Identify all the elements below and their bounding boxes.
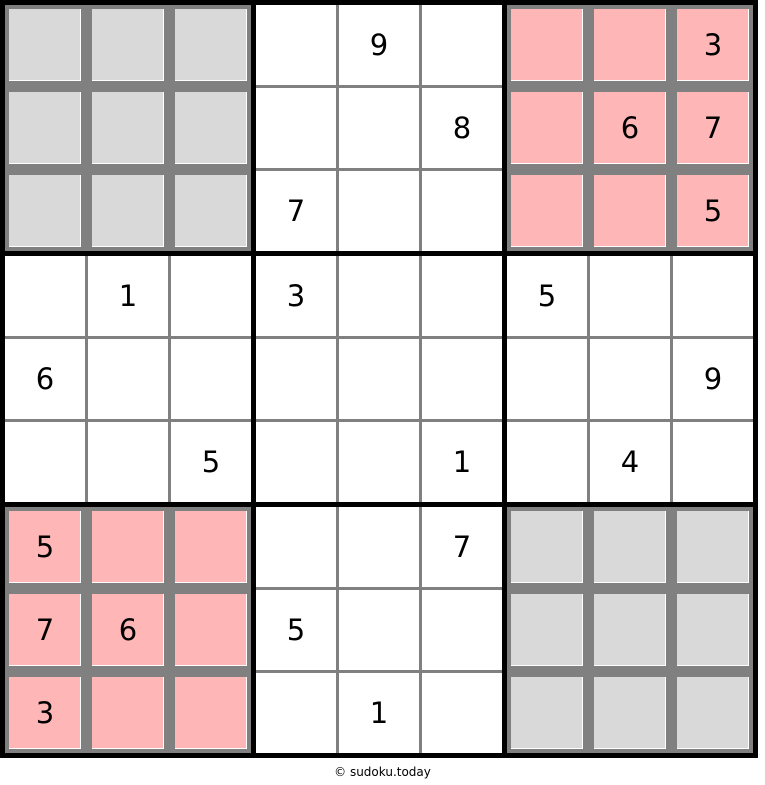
sudoku-cell[interactable] — [507, 5, 587, 85]
sudoku-cell[interactable] — [256, 422, 336, 502]
sudoku-cell[interactable] — [590, 256, 670, 336]
sudoku-cell[interactable] — [507, 88, 587, 168]
sudoku-cell[interactable]: 5 — [507, 256, 587, 336]
sudoku-box — [5, 5, 251, 251]
sudoku-cell[interactable] — [256, 339, 336, 419]
sudoku-cell[interactable] — [88, 88, 168, 168]
sudoku-cell[interactable] — [171, 88, 251, 168]
sudoku-cell[interactable] — [88, 339, 168, 419]
sudoku-cell[interactable] — [5, 171, 85, 251]
sudoku-cell[interactable] — [422, 673, 502, 753]
sudoku-cell[interactable]: 7 — [673, 88, 753, 168]
sudoku-cell[interactable] — [590, 507, 670, 587]
sudoku-cell[interactable] — [673, 507, 753, 587]
sudoku-cell[interactable] — [590, 590, 670, 670]
sudoku-cell[interactable] — [507, 507, 587, 587]
sudoku-cell[interactable] — [339, 88, 419, 168]
sudoku-cell[interactable] — [5, 422, 85, 502]
sudoku-cell[interactable] — [339, 507, 419, 587]
sudoku-cell[interactable] — [590, 5, 670, 85]
sudoku-cell[interactable] — [590, 673, 670, 753]
sudoku-cell[interactable]: 7 — [422, 507, 502, 587]
sudoku-cell[interactable]: 5 — [673, 171, 753, 251]
sudoku-cell[interactable] — [339, 422, 419, 502]
sudoku-cell[interactable] — [5, 5, 85, 85]
sudoku-cell[interactable]: 1 — [339, 673, 419, 753]
sudoku-cell[interactable] — [422, 590, 502, 670]
sudoku-cell[interactable] — [88, 673, 168, 753]
sudoku-cell[interactable] — [88, 171, 168, 251]
sudoku-cell[interactable]: 9 — [339, 5, 419, 85]
sudoku-cell[interactable]: 1 — [422, 422, 502, 502]
sudoku-cell[interactable]: 6 — [5, 339, 85, 419]
sudoku-cell[interactable]: 6 — [590, 88, 670, 168]
sudoku-cell[interactable]: 4 — [590, 422, 670, 502]
sudoku-cell[interactable]: 3 — [5, 673, 85, 753]
sudoku-cell[interactable] — [256, 88, 336, 168]
sudoku-cell[interactable] — [88, 507, 168, 587]
sudoku-cell[interactable] — [507, 590, 587, 670]
sudoku-cell[interactable]: 3 — [256, 256, 336, 336]
sudoku-cell[interactable] — [422, 256, 502, 336]
sudoku-cell[interactable] — [256, 5, 336, 85]
sudoku-cell[interactable] — [422, 171, 502, 251]
sudoku-cell[interactable] — [171, 507, 251, 587]
sudoku-cell[interactable] — [171, 673, 251, 753]
sudoku-cell[interactable] — [171, 171, 251, 251]
sudoku-cell[interactable]: 6 — [88, 590, 168, 670]
sudoku-cell[interactable]: 3 — [673, 5, 753, 85]
sudoku-cell[interactable] — [339, 171, 419, 251]
sudoku-cell[interactable]: 9 — [673, 339, 753, 419]
sudoku-box — [507, 507, 753, 753]
sudoku-cell[interactable] — [171, 590, 251, 670]
sudoku-cell[interactable] — [673, 590, 753, 670]
sudoku-cell[interactable]: 8 — [422, 88, 502, 168]
sudoku-cell[interactable] — [422, 339, 502, 419]
sudoku-cell[interactable] — [673, 422, 753, 502]
sudoku-cell[interactable] — [507, 422, 587, 502]
sudoku-cell[interactable] — [422, 5, 502, 85]
sudoku-cell[interactable]: 5 — [5, 507, 85, 587]
sudoku-cell[interactable]: 5 — [171, 422, 251, 502]
sudoku-cell[interactable] — [507, 673, 587, 753]
sudoku-cell[interactable] — [256, 673, 336, 753]
sudoku-cell[interactable] — [256, 507, 336, 587]
sudoku-cell[interactable]: 1 — [88, 256, 168, 336]
sudoku-cell[interactable] — [673, 256, 753, 336]
sudoku-cell[interactable] — [590, 339, 670, 419]
sudoku-cell[interactable] — [88, 422, 168, 502]
sudoku-cell[interactable] — [339, 590, 419, 670]
sudoku-cell[interactable] — [171, 256, 251, 336]
sudoku-cell[interactable]: 5 — [256, 590, 336, 670]
sudoku-cell[interactable] — [507, 171, 587, 251]
sudoku-cell[interactable]: 7 — [5, 590, 85, 670]
copyright-footer: © sudoku.today — [334, 765, 431, 779]
sudoku-cell[interactable] — [88, 5, 168, 85]
sudoku-cell[interactable] — [171, 339, 251, 419]
sudoku-cell[interactable]: 7 — [256, 171, 336, 251]
sudoku-cell[interactable] — [673, 673, 753, 753]
sudoku-cell[interactable] — [507, 339, 587, 419]
sudoku-cell[interactable] — [5, 256, 85, 336]
sudoku-cell[interactable] — [5, 88, 85, 168]
sudoku-cell[interactable] — [171, 5, 251, 85]
sudoku-cell[interactable] — [339, 339, 419, 419]
sudoku-cell[interactable] — [339, 256, 419, 336]
sudoku-cell[interactable] — [590, 171, 670, 251]
